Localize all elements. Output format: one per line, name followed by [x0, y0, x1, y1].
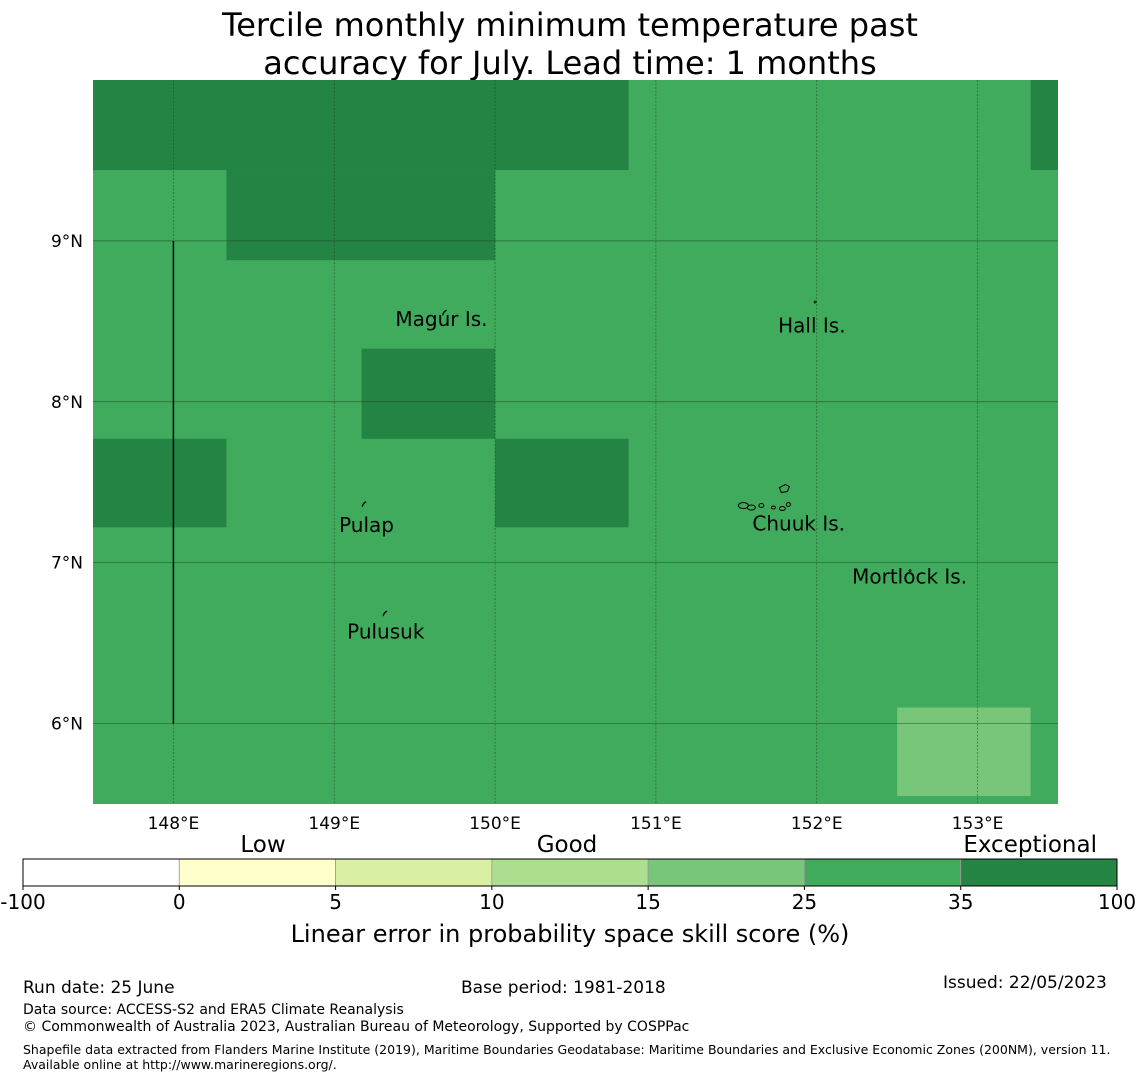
colorbar-segment	[178, 858, 336, 887]
colorbar-title: Linear error in probability space skill …	[291, 920, 850, 948]
longitude-tick-label: 153°E	[952, 814, 1004, 834]
colorbar-tick-label: 25	[792, 890, 817, 914]
run-date: Run date: 25 June	[23, 978, 175, 998]
map-axis-ticks: 148°E 149°E 150°E 151°E 152°E 153°E 9°N 8°N 7°N 6…	[51, 232, 1003, 834]
latitude-tick-label: 8°N	[51, 393, 83, 413]
colorbar-segment	[960, 858, 1118, 887]
longitude-tick-label: 148°E	[148, 814, 200, 834]
island-label: Hall Is.	[778, 314, 845, 338]
longitude-tick-label: 149°E	[308, 814, 360, 834]
base-period: Base period: 1981-2018	[461, 978, 666, 998]
colorbar-tick-label: 10	[479, 890, 504, 914]
island-label: Chuuk Is.	[752, 511, 845, 535]
colorbar-tick-label: 35	[948, 890, 973, 914]
latitude-tick-label: 6°N	[51, 715, 83, 735]
colorbar-tick-label: 0	[173, 890, 186, 914]
longitude-tick-label: 151°E	[630, 814, 682, 834]
colorbar-segment	[491, 858, 649, 887]
skill-grid-cell	[1030, 80, 1058, 171]
colorbar-tick-label: 15	[635, 890, 660, 914]
skill-grid-cell	[226, 170, 496, 261]
island-outline	[441, 309, 447, 316]
island-outline	[908, 569, 912, 573]
skill-category-label: Exceptional	[963, 832, 1097, 858]
colorbar-segment	[22, 858, 180, 887]
skill-category-label: Low	[240, 832, 285, 858]
island-label: Mortlock Is.	[852, 565, 967, 589]
colorbar-segment	[335, 858, 493, 887]
island-outline	[361, 501, 367, 507]
latitude-tick-label: 9°N	[51, 232, 83, 252]
skill-grid-cell	[495, 438, 629, 528]
map-title-line-1: Tercile monthly minimum temperature past	[222, 6, 918, 44]
island-label: Pulap	[339, 513, 394, 537]
island-label: Pulusuk	[347, 619, 425, 643]
copyright-notice: © Commonwealth of Australia 2023, Austra…	[23, 1019, 690, 1035]
map-area: Magur Is. Hall Is. Pulap Chuuk Is. Mortlock …	[93, 80, 1058, 804]
skill-category-label: Good	[537, 832, 598, 858]
shapefile-credit: Shapefile data extracted from Flanders M…	[23, 1042, 1111, 1072]
colorbar-tick-label: 100	[1098, 890, 1136, 914]
colorbar-frame	[22, 858, 1118, 887]
colorbar-tick-label: 5	[329, 890, 342, 914]
skill-grid-cell	[93, 80, 629, 171]
skill-grid-cell	[361, 348, 496, 439]
longitude-tick-label: 152°E	[791, 814, 843, 834]
island-outline	[737, 483, 791, 512]
skill-grid-cell	[897, 707, 1031, 796]
latitude-tick-label: 7°N	[51, 554, 83, 574]
island-label: Magur Is.	[395, 307, 487, 331]
colorbar-segment	[804, 858, 962, 887]
colorbar-segment	[647, 858, 805, 887]
data-source: Data source: ACCESS-S2 and ERA5 Climate …	[23, 1002, 404, 1018]
map-title-line-2: accuracy for July. Lead time: 1 months	[263, 44, 877, 82]
skill-grid-cell	[93, 438, 227, 528]
map-figure: Magur Is. Hall Is. Pulap Chuuk Is. Mortlock …	[0, 80, 1136, 948]
map-title: Tercile monthly minimum temperature past…	[0, 6, 1140, 82]
colorbar-tick-label: -100	[0, 890, 45, 914]
issued-date: Issued: 22/05/2023	[943, 973, 1107, 993]
island-outline	[382, 610, 388, 617]
colorbar: -100 0 5 10 15 25 35 100 Low Good Exceptional Linea…	[0, 832, 1136, 948]
island-outline	[813, 300, 817, 304]
longitude-tick-label: 150°E	[469, 814, 521, 834]
